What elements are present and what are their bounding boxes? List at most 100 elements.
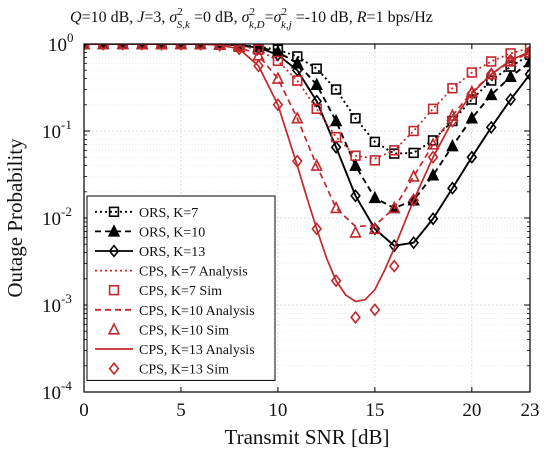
- title-r-value: =1 bps/Hz: [367, 9, 433, 26]
- y-tick-base: 10: [42, 383, 61, 404]
- y-tick-base: 10: [42, 209, 61, 230]
- legend-marker: [108, 206, 120, 217]
- data-point: [233, 44, 245, 56]
- data-point: [369, 222, 381, 236]
- legend-item: ORS, K=7: [95, 206, 198, 221]
- data-point: [389, 145, 400, 156]
- plot-frame: [83, 43, 531, 393]
- y-tick-label: 10-4: [42, 378, 72, 404]
- data-point: [271, 71, 285, 84]
- y-axis-label: Outage Probability: [3, 138, 27, 298]
- data-point: [426, 168, 440, 181]
- data-point: [291, 111, 304, 124]
- legend: ORS, K=7 ORS, K=10 ORS, K=13 CPS, K=7 Analy…: [86, 195, 276, 381]
- legend-item: CPS, K=10 Sim: [107, 322, 229, 338]
- title-eq: =: [265, 9, 274, 26]
- legend-item: CPS, K=7 Analysis: [95, 265, 248, 280]
- title-sigma-2: σ: [242, 9, 251, 26]
- title-j-value: =3,: [144, 9, 169, 26]
- data-point: [311, 94, 323, 108]
- legend-label: CPS, K=7 Analysis: [139, 265, 248, 280]
- x-tick-label: 0: [79, 400, 89, 421]
- data-point: [156, 44, 167, 51]
- data-point: [136, 44, 148, 51]
- data-point: [310, 77, 323, 90]
- y-tick-label: 100: [48, 30, 74, 56]
- title-sub-2: k,D: [249, 19, 265, 31]
- data-point: [485, 87, 498, 101]
- data-point: [291, 56, 304, 69]
- data-point: [505, 92, 516, 107]
- legend-label: CPS, K=13 Sim: [139, 363, 229, 378]
- title-sup-2: 2: [250, 6, 256, 18]
- data-point: [426, 137, 440, 150]
- y-tick-exponent: -4: [61, 378, 72, 393]
- data-point: [272, 55, 284, 67]
- data-point: [350, 113, 361, 124]
- data-point: [175, 44, 187, 51]
- data-point: [523, 54, 530, 68]
- data-point: [272, 48, 284, 62]
- series-line: [84, 44, 530, 210]
- data-point: [466, 86, 478, 101]
- data-point: [408, 125, 419, 137]
- data-point: [349, 225, 362, 238]
- data-point: [117, 44, 129, 51]
- data-point: [311, 103, 322, 114]
- y-tick-exponent: 0: [67, 30, 74, 45]
- x-tick-label: 23: [521, 400, 540, 421]
- data-point: [485, 67, 497, 81]
- title-sup-3: 2: [282, 6, 288, 18]
- data-point: [485, 120, 497, 135]
- data-point: [253, 44, 264, 55]
- y-tick-base: 10: [48, 35, 67, 56]
- data-point: [311, 222, 323, 236]
- data-point: [330, 274, 342, 288]
- x-tick-label: 20: [462, 400, 481, 421]
- data-point: [388, 200, 401, 214]
- title-sub-3: k,j: [281, 19, 292, 31]
- y-tick-exponent: -1: [61, 117, 72, 132]
- y-tick-exponent: -2: [61, 204, 72, 219]
- y-tick-label: 10-1: [42, 117, 72, 143]
- y-tick-label: 10-2: [42, 204, 72, 230]
- legend-marker: [108, 284, 120, 296]
- title-sigma-3: σ: [274, 9, 283, 26]
- data-point: [310, 158, 323, 171]
- data-point: [388, 259, 400, 273]
- legend-marker: [107, 322, 121, 335]
- data-point: [253, 59, 264, 73]
- chart-title: Q=10 dB, J=3, σ2 S,k =0 dB, σ2 k,D=σ2 k,j =…: [70, 6, 433, 31]
- y-tick-exponent: -3: [61, 291, 72, 306]
- data-point: [330, 84, 342, 95]
- title-mid: =0 dB,: [190, 9, 242, 26]
- data-point: [272, 98, 284, 112]
- title-q: Q: [70, 9, 82, 26]
- title-tail: =-10 dB,: [292, 9, 357, 26]
- data-point: [465, 111, 479, 124]
- data-point: [408, 236, 419, 250]
- title-r: R: [356, 9, 367, 26]
- data-point: [98, 44, 109, 51]
- data-point: [350, 189, 361, 203]
- data-point: [408, 193, 419, 207]
- data-point: [486, 75, 497, 86]
- x-tick-label: 10: [268, 400, 287, 421]
- data-point: [408, 147, 419, 159]
- data-point: [466, 150, 478, 164]
- legend-label: CPS, K=13 Analysis: [139, 343, 255, 358]
- data-point: [369, 303, 381, 317]
- legend-marker: [108, 244, 120, 258]
- data-point: [505, 53, 516, 67]
- y-tick-base: 10: [42, 122, 61, 143]
- series-8: [84, 44, 530, 325]
- data-point: [446, 138, 459, 152]
- legend-label: CPS, K=10 Sim: [139, 323, 229, 338]
- title-sup-1: 2: [177, 6, 183, 18]
- data-point: [524, 44, 530, 59]
- legend-label: CPS, K=10 Analysis: [139, 304, 255, 319]
- data-point: [368, 221, 382, 235]
- data-point: [447, 181, 458, 195]
